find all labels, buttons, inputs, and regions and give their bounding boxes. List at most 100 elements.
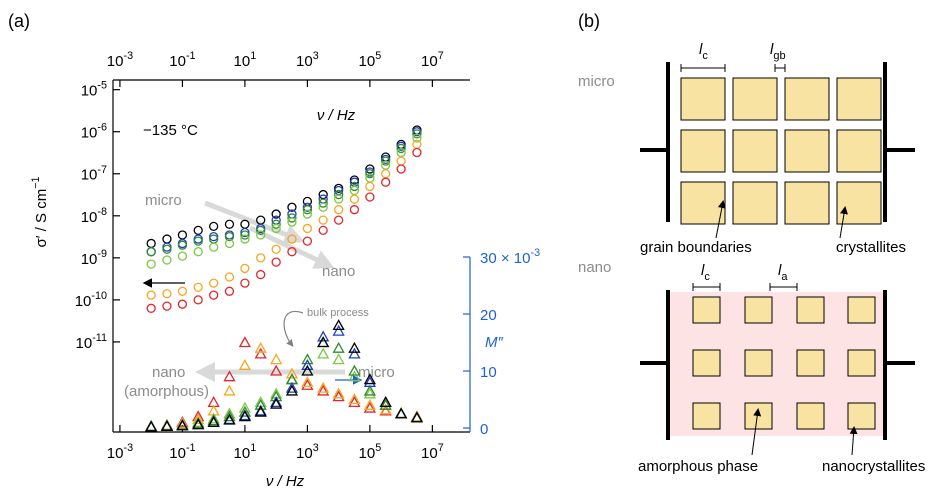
circle-marker bbox=[209, 278, 219, 288]
triangle-marker bbox=[207, 414, 220, 426]
circle-marker bbox=[302, 205, 313, 215]
x-tick-label: 107 bbox=[421, 442, 444, 462]
triangle-marker bbox=[348, 370, 361, 382]
triangle-marker bbox=[332, 324, 345, 336]
bulk-arrow bbox=[283, 310, 304, 347]
circle-marker bbox=[271, 223, 281, 234]
x-axis-label: ν / Hz bbox=[266, 473, 305, 490]
x-tick-label: 101 bbox=[234, 50, 257, 70]
y-tick-label: 10-9 bbox=[81, 248, 107, 268]
circle-marker bbox=[240, 234, 250, 244]
circle-marker bbox=[365, 181, 375, 192]
caption: crystallites bbox=[836, 239, 906, 256]
circle-marker bbox=[365, 169, 375, 179]
circle-marker bbox=[224, 238, 235, 249]
circle-marker bbox=[271, 244, 281, 254]
circle-marker bbox=[240, 219, 250, 229]
circle-marker bbox=[381, 169, 391, 179]
y-tick-label: 10-5 bbox=[81, 80, 107, 100]
circle-marker bbox=[381, 177, 391, 187]
x-tick-label: 103 bbox=[296, 442, 319, 462]
triangle-marker bbox=[348, 396, 361, 408]
circle-marker bbox=[302, 202, 313, 212]
circle-marker bbox=[146, 259, 156, 269]
triangle-marker bbox=[270, 396, 283, 408]
y2-tick-label: 0 bbox=[480, 421, 488, 438]
triangle-marker bbox=[363, 387, 376, 399]
circle-marker bbox=[162, 289, 172, 299]
circle-marker bbox=[256, 230, 266, 240]
dimension bbox=[769, 283, 798, 291]
circle-marker bbox=[302, 209, 313, 219]
triangle-marker bbox=[270, 353, 283, 365]
circle-marker bbox=[302, 223, 313, 234]
annotation: (amorphous) bbox=[124, 383, 209, 400]
circle-marker bbox=[396, 156, 406, 166]
circle-marker bbox=[209, 290, 219, 300]
annotation: micro bbox=[145, 192, 182, 209]
triangle-marker bbox=[192, 418, 205, 430]
triangle-marker bbox=[332, 353, 345, 365]
circle-marker bbox=[162, 244, 172, 254]
triangle-marker bbox=[348, 393, 361, 405]
circle-marker bbox=[240, 227, 250, 238]
pointer bbox=[839, 206, 848, 239]
circle-marker bbox=[209, 242, 219, 252]
symbol: l bbox=[770, 41, 774, 58]
pointer bbox=[751, 408, 762, 456]
triangle-marker bbox=[145, 420, 158, 432]
circle-marker bbox=[146, 303, 156, 313]
y2-tick-label: 10 bbox=[480, 364, 497, 381]
circle-marker bbox=[146, 238, 156, 249]
triangle-marker bbox=[348, 347, 361, 359]
trend-arrow bbox=[204, 200, 305, 244]
y-tick-label: 10-8 bbox=[81, 206, 107, 226]
triangle-marker bbox=[254, 347, 267, 359]
circle-marker bbox=[256, 269, 266, 280]
circle-marker bbox=[162, 301, 172, 311]
triangle-marker bbox=[207, 415, 220, 427]
panel-label: (b) bbox=[578, 11, 600, 31]
triangle-marker bbox=[254, 405, 267, 417]
circle-marker bbox=[209, 231, 219, 242]
triangle-marker bbox=[317, 381, 330, 393]
x-tick-label: 10-3 bbox=[107, 50, 133, 70]
triangle-marker bbox=[223, 410, 236, 422]
subscript: c bbox=[702, 50, 708, 62]
circle-marker bbox=[224, 219, 235, 229]
circle-marker bbox=[318, 202, 328, 212]
triangle-marker bbox=[363, 401, 376, 413]
nanocrystallites bbox=[692, 296, 876, 430]
annotation: nano bbox=[152, 364, 185, 381]
triangle-marker bbox=[363, 384, 376, 396]
caption: nanocrystallites bbox=[822, 458, 925, 475]
circle-marker bbox=[177, 251, 188, 261]
circle-marker bbox=[256, 253, 266, 263]
circle-marker bbox=[349, 181, 360, 192]
y-tick-label: 10-11 bbox=[76, 332, 108, 352]
length-label: lc bbox=[701, 262, 710, 283]
circle-marker bbox=[240, 263, 250, 274]
circle-marker bbox=[333, 194, 344, 204]
triangle-marker bbox=[348, 364, 361, 376]
y-tick-label: 10-7 bbox=[81, 164, 107, 184]
triangle-marker bbox=[270, 397, 283, 409]
x-tick-label: 103 bbox=[296, 50, 319, 70]
circle-marker bbox=[412, 133, 422, 143]
symbol: l bbox=[699, 41, 703, 58]
circle-marker bbox=[224, 231, 235, 242]
dimension bbox=[774, 64, 786, 72]
circle-marker bbox=[193, 236, 203, 246]
triangle-marker bbox=[379, 396, 392, 408]
triangle-marker bbox=[301, 378, 314, 390]
circle-marker bbox=[177, 230, 188, 240]
circle-marker bbox=[287, 247, 297, 257]
triangle-marker bbox=[317, 384, 330, 396]
annotation: micro bbox=[358, 364, 395, 381]
circle-marker bbox=[162, 234, 172, 244]
triangle-marker bbox=[270, 364, 283, 376]
triangle-marker bbox=[317, 336, 330, 348]
x-tick-label: 105 bbox=[359, 442, 382, 462]
x-tick-label: 101 bbox=[234, 442, 257, 462]
